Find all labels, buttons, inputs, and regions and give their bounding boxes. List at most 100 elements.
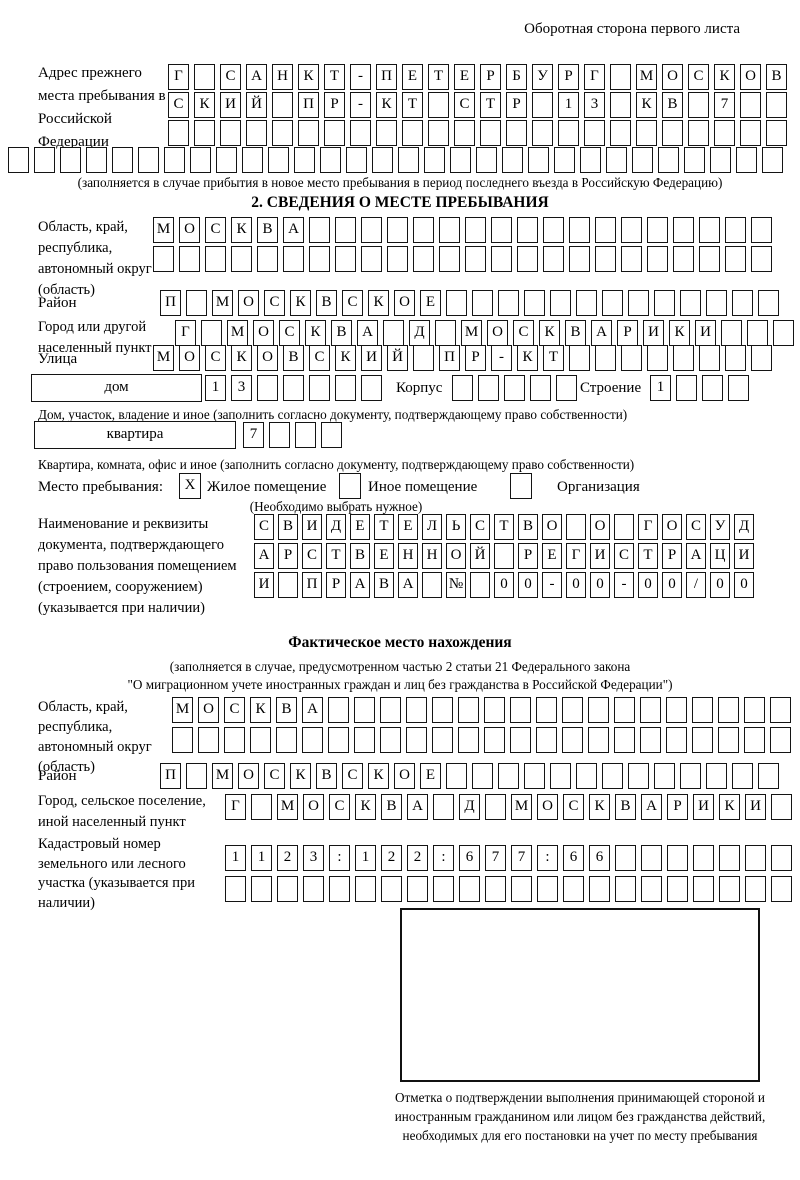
- form-cell[interactable]: [190, 147, 211, 173]
- form-cell[interactable]: П: [298, 92, 319, 118]
- form-cell[interactable]: [614, 697, 635, 723]
- form-cell[interactable]: Е: [374, 543, 394, 569]
- form-cell[interactable]: [532, 120, 553, 146]
- form-cell[interactable]: [276, 727, 297, 753]
- form-cell[interactable]: О: [238, 763, 259, 789]
- form-cell[interactable]: [335, 217, 356, 243]
- form-cell[interactable]: 0: [638, 572, 658, 598]
- form-cell[interactable]: [194, 64, 215, 90]
- form-cell[interactable]: [758, 763, 779, 789]
- form-cell[interactable]: А: [302, 697, 323, 723]
- form-cell[interactable]: О: [394, 763, 415, 789]
- form-cell[interactable]: [465, 217, 486, 243]
- form-cell[interactable]: В: [331, 320, 352, 346]
- form-cell[interactable]: [640, 697, 661, 723]
- form-cell[interactable]: Т: [480, 92, 501, 118]
- form-cell[interactable]: [168, 120, 189, 146]
- form-cell[interactable]: Т: [326, 543, 346, 569]
- form-cell[interactable]: [628, 290, 649, 316]
- form-cell[interactable]: [576, 763, 597, 789]
- form-cell[interactable]: С: [454, 92, 475, 118]
- form-cell[interactable]: [693, 845, 714, 871]
- form-cell[interactable]: В: [276, 697, 297, 723]
- form-cell[interactable]: [740, 92, 761, 118]
- form-cell[interactable]: [406, 727, 427, 753]
- form-cell[interactable]: [225, 876, 246, 902]
- form-cell[interactable]: [484, 727, 505, 753]
- form-cell[interactable]: [346, 147, 367, 173]
- form-cell[interactable]: [186, 763, 207, 789]
- form-cell[interactable]: И: [734, 543, 754, 569]
- form-cell[interactable]: Р: [465, 345, 486, 371]
- form-cell[interactable]: [428, 120, 449, 146]
- form-cell[interactable]: [744, 697, 765, 723]
- form-cell[interactable]: [433, 794, 454, 820]
- form-cell[interactable]: [164, 147, 185, 173]
- form-cell[interactable]: [588, 727, 609, 753]
- form-cell[interactable]: 7: [485, 845, 506, 871]
- form-cell[interactable]: [407, 876, 428, 902]
- form-cell[interactable]: [406, 697, 427, 723]
- form-cell[interactable]: [699, 217, 720, 243]
- form-cell[interactable]: [719, 876, 740, 902]
- form-cell[interactable]: [517, 246, 538, 272]
- form-cell[interactable]: [302, 727, 323, 753]
- form-cell[interactable]: [710, 147, 731, 173]
- form-cell[interactable]: [771, 794, 792, 820]
- form-cell[interactable]: М: [153, 345, 174, 371]
- form-cell[interactable]: О: [179, 345, 200, 371]
- form-cell[interactable]: Д: [734, 514, 754, 540]
- apartment-number-row[interactable]: 7: [243, 422, 347, 448]
- form-cell[interactable]: С: [688, 64, 709, 90]
- form-cell[interactable]: [320, 147, 341, 173]
- form-cell[interactable]: [589, 876, 610, 902]
- form-cell[interactable]: [751, 217, 772, 243]
- form-cell[interactable]: -: [350, 92, 371, 118]
- form-cell[interactable]: [569, 217, 590, 243]
- form-cell[interactable]: А: [350, 572, 370, 598]
- form-cell[interactable]: И: [693, 794, 714, 820]
- form-cell[interactable]: [680, 763, 701, 789]
- form-cell[interactable]: [740, 120, 761, 146]
- form-cell[interactable]: [584, 120, 605, 146]
- form-cell[interactable]: Е: [542, 543, 562, 569]
- form-cell[interactable]: М: [277, 794, 298, 820]
- form-cell[interactable]: 1: [225, 845, 246, 871]
- form-cell[interactable]: [283, 375, 304, 401]
- form-cell[interactable]: К: [231, 217, 252, 243]
- form-cell[interactable]: 0: [494, 572, 514, 598]
- form-cell[interactable]: [251, 794, 272, 820]
- form-cell[interactable]: [350, 120, 371, 146]
- form-cell[interactable]: [595, 345, 616, 371]
- form-cell[interactable]: [268, 147, 289, 173]
- form-cell[interactable]: Р: [662, 543, 682, 569]
- form-cell[interactable]: [478, 375, 499, 401]
- form-cell[interactable]: [719, 845, 740, 871]
- form-cell[interactable]: В: [316, 290, 337, 316]
- form-cell[interactable]: :: [433, 845, 454, 871]
- form-cell[interactable]: [355, 876, 376, 902]
- form-cell[interactable]: [328, 697, 349, 723]
- form-cell[interactable]: А: [641, 794, 662, 820]
- form-cell[interactable]: [278, 572, 298, 598]
- form-cell[interactable]: [550, 290, 571, 316]
- form-cell[interactable]: [770, 697, 791, 723]
- document-row-3[interactable]: И П Р А В А № 0 0-0 0-0 0/0 0: [254, 572, 758, 598]
- form-cell[interactable]: Р: [667, 794, 688, 820]
- form-cell[interactable]: К: [194, 92, 215, 118]
- form-cell[interactable]: [692, 727, 713, 753]
- form-cell[interactable]: [595, 217, 616, 243]
- form-cell[interactable]: [745, 876, 766, 902]
- form-cell[interactable]: А: [407, 794, 428, 820]
- form-cell[interactable]: П: [302, 572, 322, 598]
- form-cell[interactable]: [610, 64, 631, 90]
- form-cell[interactable]: [272, 92, 293, 118]
- form-cell[interactable]: [569, 345, 590, 371]
- form-cell[interactable]: Р: [480, 64, 501, 90]
